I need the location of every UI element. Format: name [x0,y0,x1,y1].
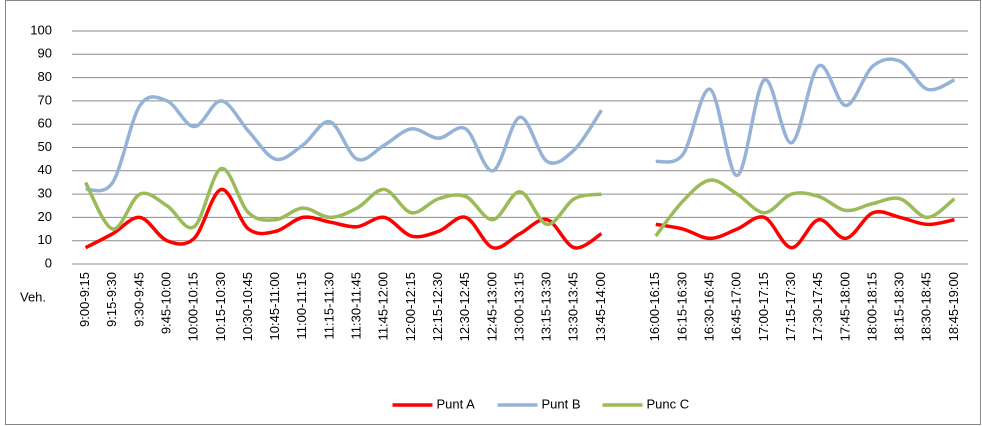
x-tick-label: 10:45-11:00 [267,272,282,340]
x-tick-label: 12:45-13:00 [484,272,499,341]
line-series [84,187,955,250]
x-tick-label: 13:00-13:15 [511,272,526,341]
x-tick-label: 11:45-12:00 [376,272,391,340]
x-tick-label: 17:15-17:30 [783,272,798,341]
x-tick-label: 13:45-14:00 [593,272,608,341]
x-tick-label: 11:00-11:15 [294,272,309,339]
line-series [85,57,956,193]
x-tick-label: 17:30-17:45 [810,272,825,341]
x-tick-label: 16:30-16:45 [701,272,716,341]
y-tick-label: 20 [38,209,52,224]
y-axis-label: Veh. [20,289,46,304]
y-tick-label: 30 [38,186,52,201]
x-tick-label: 17:45-18:00 [837,272,852,341]
x-tick-label: 12:00-12:15 [403,272,418,341]
x-tick-label: 16:15-16:30 [674,272,689,341]
x-tick-label: 9:30-9:45 [131,272,146,327]
x-tick-label: 10:30-10:45 [240,272,255,341]
x-tick-label: 9:45-10:00 [158,272,173,334]
x-tick-label: 9:00-9:15 [77,272,92,327]
x-tick-label: 16:00-16:15 [647,272,662,341]
legend-label: Punt A [437,396,476,411]
x-tick-label: 12:15-12:30 [430,272,445,341]
y-tick-label: 0 [45,255,52,270]
x-tick-label: 18:15-18:30 [892,272,907,341]
y-tick-label: 90 [38,46,52,61]
y-tick-label: 70 [38,92,52,107]
x-tick-label: 16:45-17:00 [729,272,744,341]
chart-border [5,0,981,425]
y-tick-label: 10 [38,232,52,247]
x-tick-label: 13:30-13:45 [566,272,581,341]
x-tick-label: 11:15-11:30 [321,272,336,339]
x-tick-label: 13:15-13:30 [539,272,554,341]
y-tick-label: 50 [38,139,52,154]
x-tick-label: 12:30-12:45 [457,272,472,341]
legend-label: Punt B [542,396,581,411]
x-tick-label: 10:00-10:15 [186,272,201,341]
y-tick-label: 80 [38,69,52,84]
x-tick-label: 18:00-18:15 [864,272,879,341]
line-series [84,166,956,238]
x-tick-label: 18:30-18:45 [919,272,934,341]
x-tick-label: 10:15-10:30 [213,272,228,341]
y-tick-label: 60 [38,116,52,131]
x-tick-label: 11:30-11:45 [349,272,364,339]
x-tick-label: 9:15-9:30 [104,272,119,327]
y-tick-label: 40 [38,162,52,177]
y-tick-label: 100 [30,22,52,37]
x-tick-label: 17:00-17:15 [756,272,771,341]
legend-label: Punc C [647,396,690,411]
x-tick-label: 18:45-19:00 [946,272,961,341]
